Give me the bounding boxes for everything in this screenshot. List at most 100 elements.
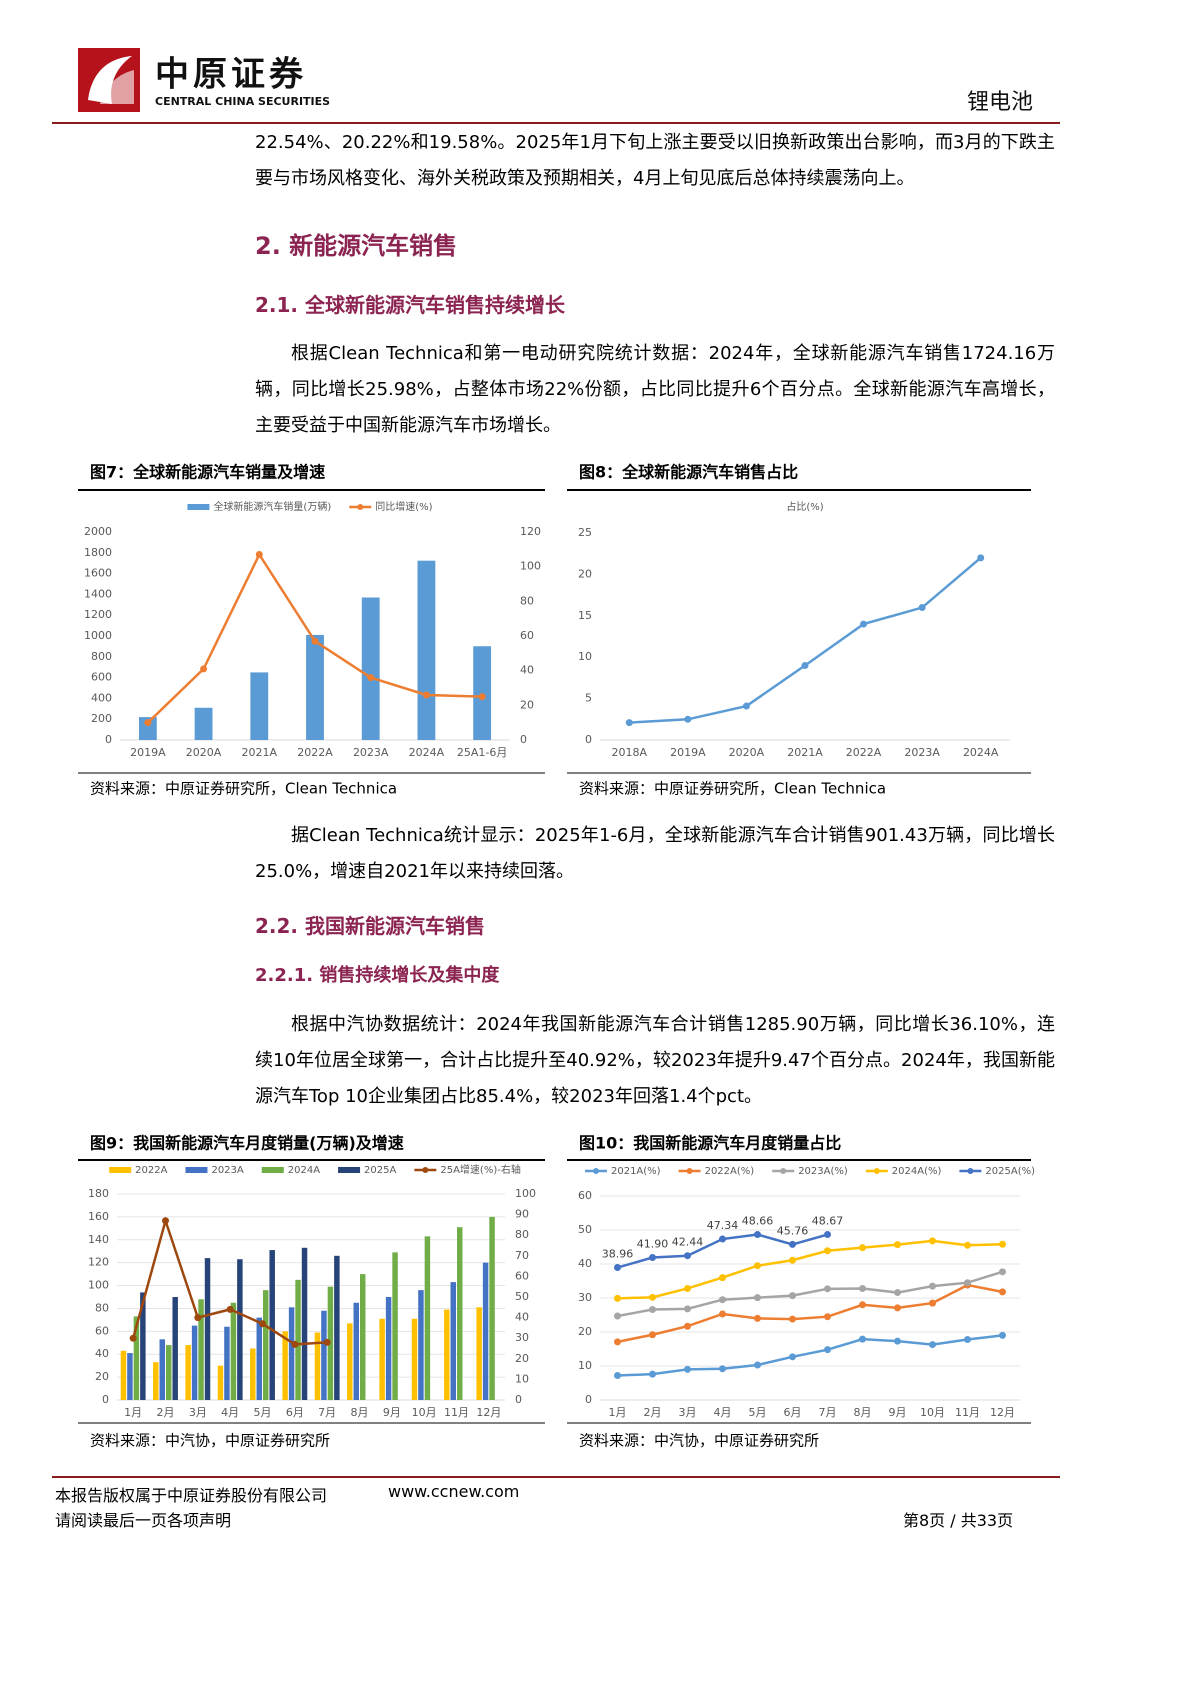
y-tick-label: 15 bbox=[578, 609, 592, 622]
y2-tick-label: 60 bbox=[515, 1269, 529, 1282]
y2-tick-label: 30 bbox=[515, 1331, 529, 1344]
y2-tick-label: 90 bbox=[515, 1208, 529, 1221]
legend-swatch bbox=[873, 1168, 880, 1174]
y2-tick-label: 0 bbox=[520, 733, 527, 746]
line bbox=[617, 1270, 1003, 1318]
point bbox=[754, 1314, 761, 1322]
point bbox=[255, 551, 263, 559]
y-tick-label: 20 bbox=[578, 1325, 592, 1338]
point bbox=[684, 1322, 691, 1330]
point bbox=[999, 1268, 1006, 1276]
bar bbox=[250, 1348, 256, 1400]
point bbox=[144, 719, 152, 727]
point bbox=[129, 1334, 137, 1342]
sector: 锂电池 bbox=[967, 90, 1033, 115]
legend: 2022A 2023A 2024A 2025A 25A增速(%)-右轴 bbox=[109, 1163, 521, 1176]
x-tick-label: 2021A bbox=[787, 746, 823, 759]
y-tick-label: 40 bbox=[578, 1257, 592, 1270]
point bbox=[614, 1312, 621, 1320]
bar bbox=[444, 1309, 450, 1400]
legend-item: 25A增速(%)-右轴 bbox=[414, 1163, 521, 1176]
bar bbox=[295, 1279, 301, 1400]
x-tick-label: 2021A bbox=[242, 746, 278, 759]
copyright: 本报告版权属于中原证券股份有限公司 bbox=[55, 1486, 328, 1505]
point bbox=[684, 1284, 691, 1292]
y-tick-label: 140 bbox=[88, 1233, 109, 1246]
x-tick-label: 9月 bbox=[383, 1406, 401, 1419]
x-tick-label: 4月 bbox=[221, 1406, 239, 1419]
point bbox=[311, 637, 319, 645]
point bbox=[719, 1365, 726, 1373]
bar bbox=[204, 1258, 211, 1400]
figure-source: 资料来源：中原证券研究所，Clean Technica bbox=[90, 780, 397, 798]
data-label: 45.76 bbox=[777, 1224, 809, 1237]
y-tick-label: 100 bbox=[88, 1279, 109, 1292]
y2-tick-label: 40 bbox=[515, 1311, 529, 1324]
bar bbox=[185, 1345, 191, 1400]
y2-tick-label: 0 bbox=[515, 1393, 522, 1406]
legend-label: 2023A bbox=[211, 1165, 243, 1176]
point bbox=[860, 620, 868, 628]
point bbox=[614, 1338, 621, 1346]
y2-tick-label: 80 bbox=[515, 1228, 529, 1241]
bar bbox=[120, 1350, 127, 1400]
legend-item: 2025A bbox=[338, 1165, 397, 1176]
point bbox=[649, 1370, 656, 1378]
point bbox=[162, 1217, 169, 1225]
point bbox=[859, 1335, 866, 1343]
x-tick-label: 12月 bbox=[990, 1406, 1015, 1419]
y-tick-label: 1200 bbox=[84, 608, 112, 621]
point bbox=[824, 1313, 831, 1321]
data-label: 48.66 bbox=[742, 1215, 774, 1228]
bar bbox=[172, 1297, 178, 1400]
point bbox=[824, 1247, 831, 1255]
bar bbox=[476, 1307, 482, 1400]
y-tick-label: 25 bbox=[578, 526, 592, 539]
bar bbox=[217, 1365, 224, 1400]
y-tick-label: 40 bbox=[95, 1347, 109, 1360]
point bbox=[719, 1235, 726, 1243]
legend-swatch bbox=[109, 1167, 132, 1173]
bar bbox=[230, 1302, 237, 1400]
point bbox=[259, 1320, 266, 1328]
point bbox=[719, 1310, 726, 1318]
bar bbox=[321, 1310, 327, 1400]
y2-tick-label: 120 bbox=[520, 525, 541, 538]
website[interactable]: www.ccnew.com bbox=[388, 1482, 520, 1501]
bar bbox=[282, 1331, 288, 1400]
point bbox=[684, 1365, 691, 1373]
y-tick-label: 2000 bbox=[84, 525, 112, 538]
point bbox=[614, 1294, 621, 1302]
y2-tick-label: 100 bbox=[520, 560, 541, 573]
y-tick-label: 20 bbox=[95, 1370, 109, 1383]
x-tick-label: 6月 bbox=[286, 1406, 304, 1419]
legend-label: 2024A bbox=[288, 1165, 320, 1176]
x-tick-label: 6月 bbox=[784, 1406, 802, 1419]
bar bbox=[361, 597, 380, 740]
bar bbox=[473, 646, 492, 740]
bar bbox=[457, 1227, 463, 1400]
legend-label: 同比增速(%) bbox=[375, 500, 432, 513]
x-tick-label: 4月 bbox=[714, 1406, 732, 1419]
point bbox=[894, 1289, 901, 1297]
legend-item: 2023A bbox=[185, 1165, 244, 1176]
bar bbox=[198, 1299, 204, 1400]
bar bbox=[140, 1292, 146, 1400]
point bbox=[894, 1304, 901, 1312]
legend: 2021A(%) 2022A(%) 2023A(%) 2024A(%) 2025A(%) bbox=[584, 1166, 1035, 1177]
x-tick-label: 7月 bbox=[318, 1406, 336, 1419]
legend: 占比(%) bbox=[786, 500, 823, 513]
point bbox=[754, 1361, 761, 1369]
y2-tick-label: 10 bbox=[515, 1372, 529, 1385]
point bbox=[789, 1292, 796, 1300]
x-tick-label: 2023A bbox=[904, 746, 940, 759]
point bbox=[291, 1340, 299, 1348]
point bbox=[649, 1331, 656, 1339]
y-tick-label: 160 bbox=[88, 1210, 109, 1223]
bar bbox=[288, 1307, 295, 1400]
legend-label: 2023A(%) bbox=[798, 1166, 848, 1177]
point bbox=[649, 1293, 656, 1301]
figure-title: 图8：全球新能源汽车销售占比 bbox=[579, 463, 798, 482]
